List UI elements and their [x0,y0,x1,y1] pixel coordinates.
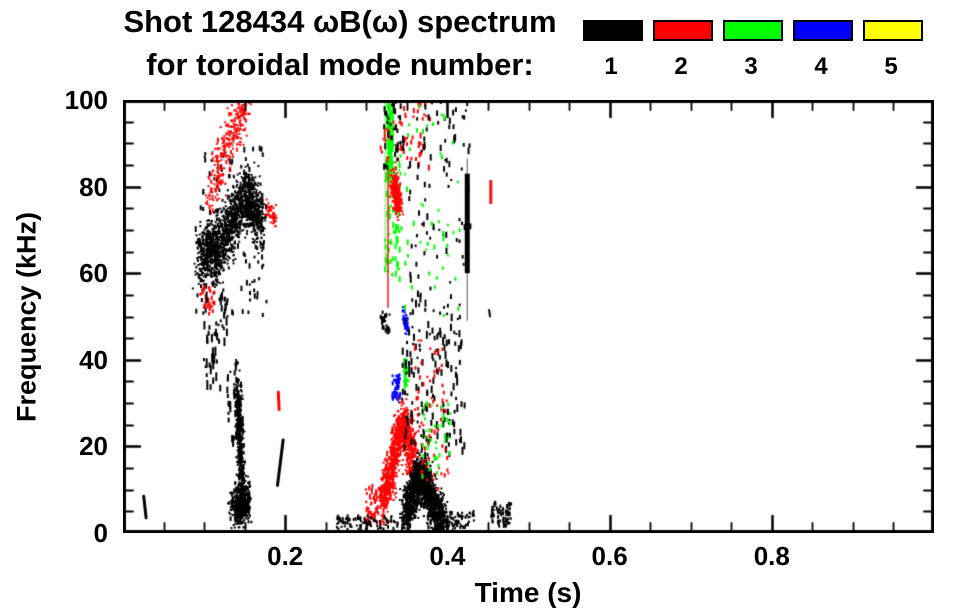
x-tick-label-0.2: 0.2 [267,541,304,571]
y-tick-label-40: 40 [79,344,108,375]
y-tick-label-80: 80 [79,171,108,202]
figure-title-line2: for toroidal mode number: [146,47,534,82]
legend-label-1: 1 [604,53,618,80]
legend-swatch-4 [793,20,853,41]
legend-label-2: 2 [674,53,688,80]
y-tick-label-0: 0 [93,518,108,548]
legend-label-4: 4 [814,53,828,80]
x-tick-label-0.8: 0.8 [753,541,790,571]
figure-title-line1: Shot 128434 ωB(ω) spectrum [123,4,557,39]
x-tick-label-0.4: 0.4 [429,541,466,571]
legend-label-5: 5 [884,53,898,80]
x-tick-label-0.6: 0.6 [591,541,628,571]
legend-swatch-2 [653,20,713,41]
legend-swatch-5 [863,20,923,41]
spectrogram-plot-canvas [123,100,934,533]
legend-label-3: 3 [744,53,758,80]
y-axis-title: Frequency (kHz) [11,211,41,423]
legend-swatch-3 [723,20,783,41]
y-tick-label-60: 60 [79,258,108,289]
y-tick-label-100: 100 [64,85,108,115]
y-tick-label-20: 20 [79,431,108,462]
x-axis-title: Time (s) [474,577,582,608]
legend-swatch-1 [583,20,643,41]
